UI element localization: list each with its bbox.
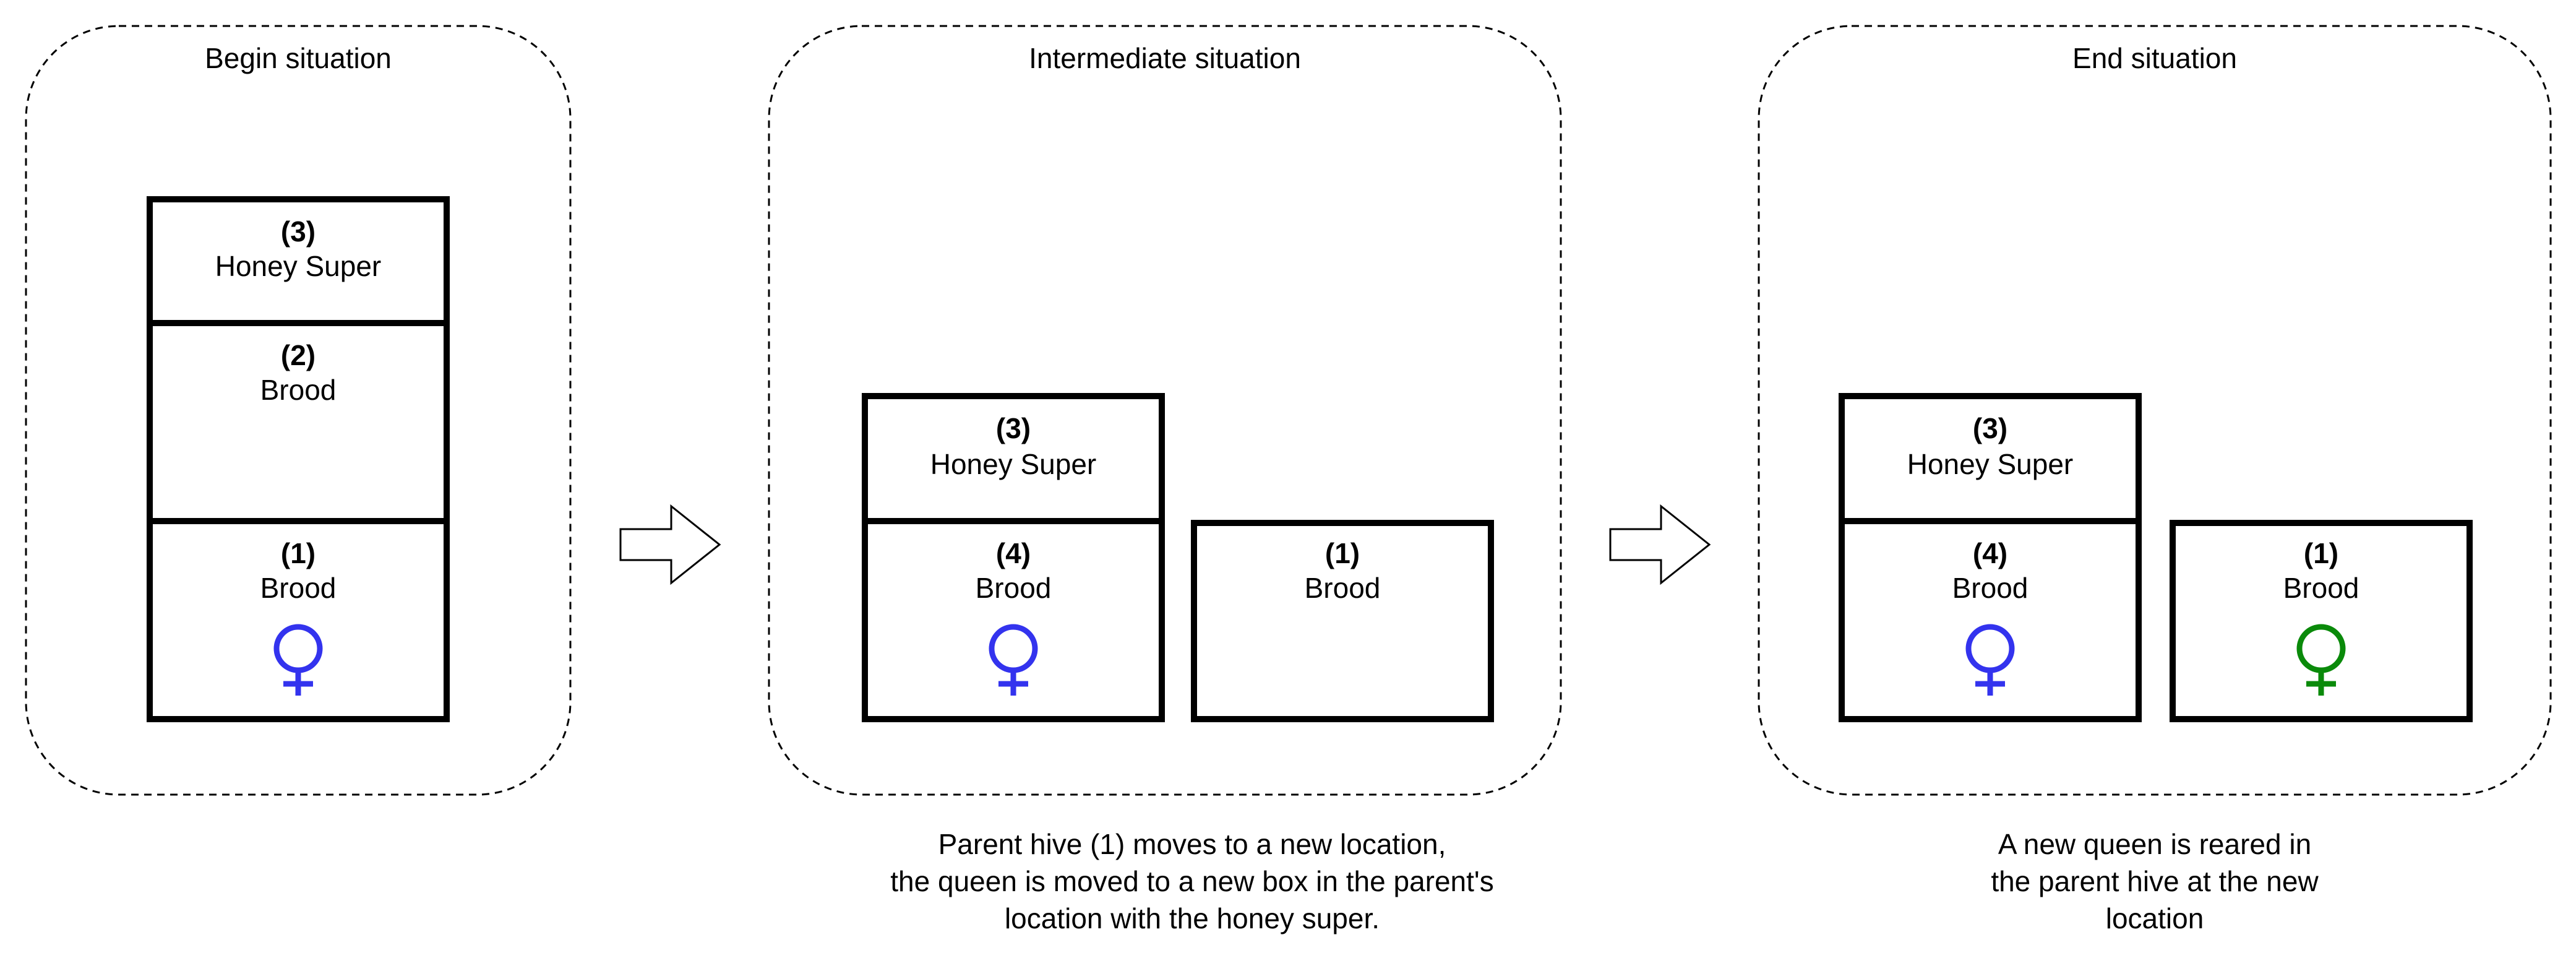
panel-begin-title: Begin situation xyxy=(205,42,392,74)
caption-line: the parent hive at the new xyxy=(1991,865,2319,897)
hive-box-number: (3) xyxy=(1973,412,2007,444)
hive-box-label: Honey Super xyxy=(215,250,382,282)
hive-box-number: (4) xyxy=(1973,537,2007,569)
hive-box: (2) Brood xyxy=(147,320,450,524)
hive-box-label: Brood xyxy=(260,572,337,604)
hive-box: (1) Brood xyxy=(147,518,450,722)
panel-end-title: End situation xyxy=(2072,42,2237,74)
hive-box: (3) Honey Super xyxy=(147,196,450,326)
hive-box-frame xyxy=(1191,520,1494,722)
hive-box-label: Brood xyxy=(2283,572,2359,604)
hive-box-label: Brood xyxy=(1952,572,2029,604)
hive-box-label: Honey Super xyxy=(1907,448,2074,480)
hive-box-number: (2) xyxy=(281,339,316,371)
panel-intermediate-title: Intermediate situation xyxy=(1029,42,1301,74)
hive-box-label: Brood xyxy=(1305,572,1381,604)
hive-box-frame xyxy=(862,518,1165,722)
hive-box-number: (1) xyxy=(1325,537,1360,569)
hive-box-frame xyxy=(147,518,450,722)
hive-box: (4) Brood xyxy=(862,518,1165,722)
hive-box: (1) Brood xyxy=(2170,520,2473,722)
hive-box: (1) Brood xyxy=(1191,520,1494,722)
caption-line: Parent hive (1) moves to a new location, xyxy=(938,828,1446,860)
panel-begin: Begin situation (3) Honey Super (2) Broo… xyxy=(25,25,572,796)
hive-box: (3) Honey Super xyxy=(862,393,1165,524)
right-arrow-icon xyxy=(1609,504,1711,585)
hive-box-frame xyxy=(2170,520,2473,722)
panel-intermediate-border xyxy=(768,25,1562,796)
hive-box-frame xyxy=(1839,518,2142,722)
hive-box-number: (3) xyxy=(996,412,1031,444)
panel-end: End situation (3) Honey Super (4) Brood … xyxy=(1758,25,2552,934)
female-symbol-icon xyxy=(1965,624,2015,696)
hive-box-number: (3) xyxy=(281,215,316,248)
female-symbol-icon xyxy=(273,624,323,696)
caption-line: location with the honey super. xyxy=(1005,902,1380,934)
caption-line: location xyxy=(2106,902,2204,934)
hive-box: (4) Brood xyxy=(1839,518,2142,722)
hive-box-label: Brood xyxy=(976,572,1052,604)
hive-box: (3) Honey Super xyxy=(1839,393,2142,524)
hive-box-number: (1) xyxy=(281,537,316,569)
hive-box-label: Honey Super xyxy=(930,448,1097,480)
panel-begin-border xyxy=(25,25,572,796)
panel-end-border xyxy=(1758,25,2552,796)
caption-line: the queen is moved to a new box in the p… xyxy=(890,865,1493,897)
caption-line: A new queen is reared in xyxy=(1998,828,2311,860)
panel-end-caption: A new queen is reared in the parent hive… xyxy=(1991,828,2319,934)
hive-box-number: (1) xyxy=(2304,537,2338,569)
hive-box-label: Brood xyxy=(260,374,337,406)
hive-box-number: (4) xyxy=(996,537,1031,569)
female-symbol-icon xyxy=(989,624,1038,696)
right-arrow-icon xyxy=(619,504,721,585)
female-symbol-icon xyxy=(2296,624,2346,696)
panel-intermediate-caption: Parent hive (1) moves to a new location,… xyxy=(890,828,1493,934)
panel-intermediate: Intermediate situation (3) Honey Super (… xyxy=(768,25,1562,934)
